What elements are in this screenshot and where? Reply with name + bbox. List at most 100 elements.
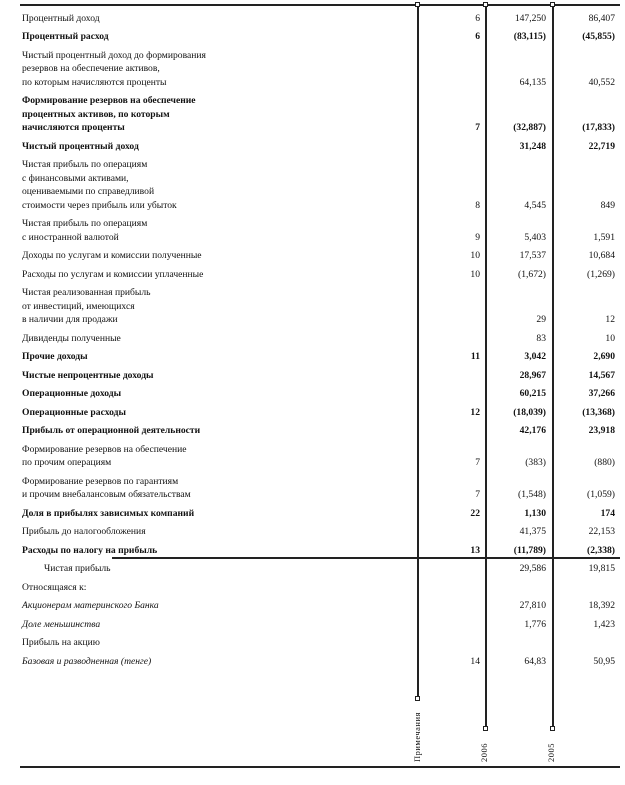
value-2005: 50,95 (593, 655, 615, 667)
row-label: Прибыль от операционной деятельности (22, 425, 201, 436)
value-2005: 1,423 (593, 618, 615, 630)
row-label: Прочие доходы (22, 351, 88, 362)
value-2006: 31,248 (519, 140, 546, 152)
row-note: 9 (475, 231, 480, 243)
value-2005: (1,269) (587, 268, 615, 280)
notes-column-header: Примечания (412, 712, 422, 762)
value-2005: 10,684 (588, 250, 615, 261)
value-2005: (13,368) (582, 406, 615, 418)
bottom-rule (20, 766, 620, 768)
value-2006: 29,586 (519, 563, 546, 574)
column-divider-notes (417, 5, 419, 698)
divider-handle (550, 2, 555, 7)
statement-row: Процентный расход 6 (83,115) (45,855) (0, 28, 625, 47)
value-2005: 22,719 (588, 140, 615, 152)
row-label: Чистая реализованная прибыль от инвестиц… (22, 287, 151, 325)
statement-row: Прочие доходы 11 3,042 2,690 (0, 348, 625, 367)
value-2006: 17,537 (519, 250, 546, 261)
row-label: Формирование резервов на обеспечение по … (22, 443, 187, 469)
row-label: Формирование резервов на обеспечение про… (22, 95, 196, 133)
row-note: 13 (470, 544, 480, 556)
value-2006: (1,672) (518, 268, 546, 280)
value-2005: 12 (605, 314, 615, 325)
row-label: Расходы по налогу на прибыль (22, 544, 158, 556)
statement-row: Доходы по услугам и комиссии полученные 1… (0, 247, 625, 266)
statement-row: Чистая прибыль по операциям с финансовым… (0, 156, 625, 215)
statement-row: Операционные доходы 60,215 37,266 (0, 385, 625, 404)
statement-row: Чистые непроцентные доходы 28,967 14,567 (0, 366, 625, 385)
value-2005: 22,153 (588, 526, 615, 537)
value-2005: (1,059) (587, 489, 615, 500)
row-label: Доле меньшинства (22, 618, 101, 630)
value-2005: 19,815 (588, 563, 615, 574)
value-2006: 83 (536, 332, 546, 344)
value-2006: 28,967 (519, 369, 546, 381)
row-label: Операционные доходы (22, 388, 122, 399)
statement-row: Прибыль от операционной деятельности 42,1… (0, 422, 625, 441)
value-2005: 174 (600, 507, 615, 519)
row-note: 7 (475, 122, 480, 133)
row-label: Процентный доход (22, 12, 100, 24)
value-2005: 23,918 (588, 425, 615, 436)
row-note: 6 (475, 31, 480, 42)
statement-row: Операционные расходы 12 (18,039) (13,368) (0, 403, 625, 422)
row-label: Чистый процентный доход (22, 140, 139, 152)
row-label: Чистые непроцентные доходы (22, 369, 154, 381)
value-2006: 1,776 (524, 618, 546, 630)
row-label: Операционные расходы (22, 406, 126, 418)
row-label: Дивиденды полученные (22, 332, 121, 344)
row-note: 6 (475, 12, 480, 24)
value-2006: (11,789) (513, 544, 546, 556)
value-2006: (383) (525, 457, 546, 468)
value-2006: 3,042 (524, 351, 546, 362)
statement-row: Чистый процентный доход до формирования … (0, 46, 625, 92)
year-2005-header: 2005 (546, 743, 556, 762)
value-2006: 1,130 (524, 507, 546, 519)
divider-handle (483, 2, 488, 7)
column-divider-2005 (552, 5, 554, 729)
value-2006: 27,810 (519, 600, 546, 611)
value-2005: 86,407 (588, 12, 615, 24)
divider-handle (550, 726, 555, 731)
value-2006: 64,83 (524, 655, 546, 667)
statement-row: Прибыль на акцию (0, 634, 625, 653)
statement-row: Процентный доход 6 147,250 86,407 (0, 9, 625, 28)
value-2005: (880) (594, 457, 615, 468)
net-profit-rule (112, 557, 620, 559)
year-2006-header: 2006 (479, 743, 489, 762)
statement-row: Расходы по налогу на прибыль 13 (11,789) (2… (0, 541, 625, 560)
top-rule (20, 4, 620, 6)
statement-row: Базовая и разводненная (тенге) 14 64,83 50,… (0, 652, 625, 671)
row-note: 12 (470, 406, 480, 418)
value-2006: 147,250 (514, 12, 546, 24)
value-2005: 1,591 (593, 231, 615, 243)
value-2006: 29 (536, 314, 546, 325)
row-note: 22 (470, 507, 480, 519)
value-2005: (45,855) (582, 31, 615, 42)
value-2006: (83,115) (513, 31, 546, 42)
statement-row: Расходы по услугам и комиссии уплаченные… (0, 265, 625, 284)
value-2006: 60,215 (519, 388, 546, 399)
value-2006: 5,403 (524, 231, 546, 243)
value-2005: 18,392 (588, 600, 615, 611)
statement-row: Формирование резервов на обеспечение по … (0, 440, 625, 472)
row-label: Акционерам материнского Банка (22, 600, 159, 611)
row-note: 7 (475, 489, 480, 500)
value-2006: 64,135 (519, 76, 546, 88)
value-2006: 4,545 (524, 199, 546, 211)
value-2005: 37,266 (588, 388, 615, 399)
statement-row: Акционерам материнского Банка 27,810 18,39… (0, 597, 625, 616)
row-label: Чистая прибыль по операциям с иностранно… (22, 218, 148, 243)
statement-row: Формирование резервов по гарантиям и про… (0, 472, 625, 504)
value-2005: 849 (600, 199, 615, 211)
row-label: Расходы по услугам и комиссии уплаченные (22, 268, 204, 280)
statement-row: Чистая реализованная прибыль от инвестиц… (0, 284, 625, 330)
statement-row: Прибыль до налогообложения 41,375 22,153 (0, 523, 625, 542)
divider-handle (415, 2, 420, 7)
row-label: Доля в прибылях зависимых компаний (22, 507, 195, 519)
row-label: Процентный расход (22, 31, 109, 42)
value-2006: 41,375 (519, 526, 546, 537)
statement-row: Формирование резервов на обеспечение про… (0, 92, 625, 138)
value-2005: 40,552 (588, 76, 615, 88)
divider-handle (415, 696, 420, 701)
